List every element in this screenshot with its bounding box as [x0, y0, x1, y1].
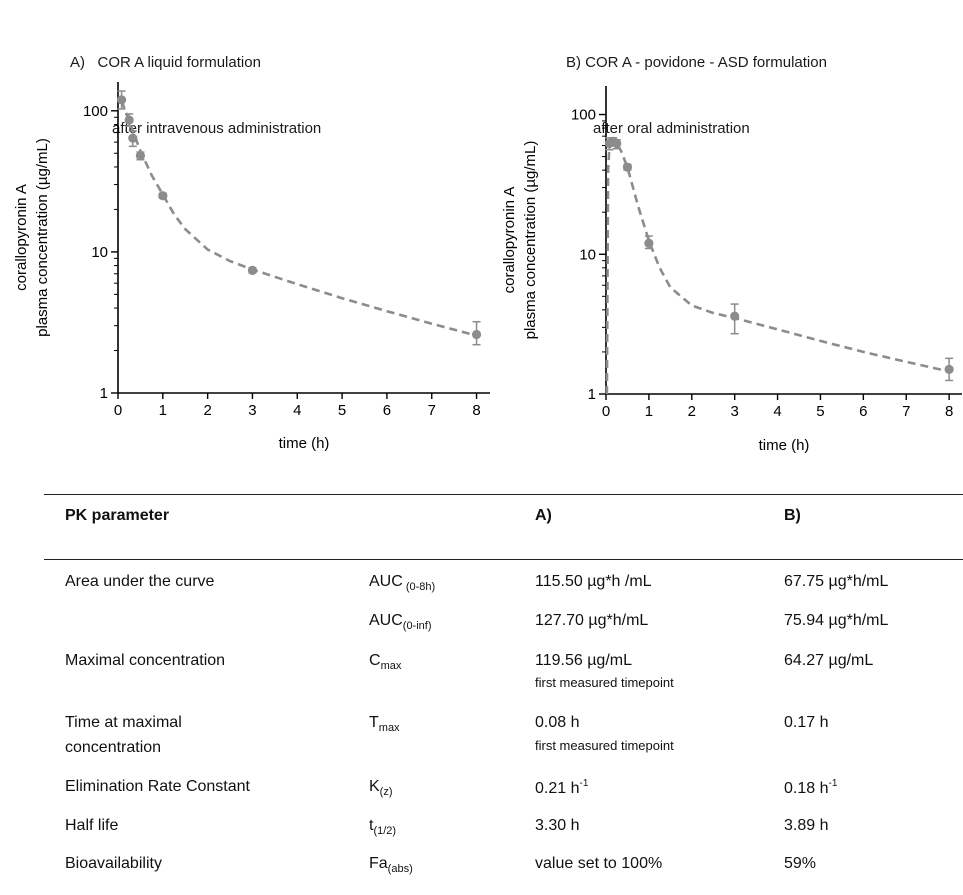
x-tick-label: 6: [383, 402, 391, 419]
x-tick-label: 5: [816, 403, 824, 420]
header-pk-parameter: PK parameter: [65, 507, 170, 524]
row-auc-0-8h-a: 115.50 µg*h /mL: [535, 573, 652, 590]
data-point: [116, 95, 127, 105]
row-kz-a: 0.21 h-1: [535, 778, 589, 797]
row-tmax-symbol: Tmax: [369, 714, 400, 734]
panel-a-title-line1: A) COR A liquid formulation: [70, 54, 261, 71]
row-bioavailability-param: Bioavailability: [65, 855, 162, 872]
x-tick-label: 2: [688, 403, 696, 420]
row-tmax-a: 0.08 h: [535, 714, 580, 731]
data-point: [612, 138, 622, 149]
x-tick-label: 4: [773, 403, 781, 420]
y-axis-label-line2: plasma concentration (µg/mL): [34, 138, 51, 337]
data-point: [128, 133, 138, 143]
fit-curve: [120, 100, 477, 337]
row-tmax-param-line2: concentration: [65, 739, 162, 756]
x-tick-label: 1: [645, 403, 653, 420]
data-point: [471, 329, 482, 340]
data-point: [158, 191, 168, 201]
panel-b-title-line2: after oral administration: [593, 120, 750, 137]
table-top-rule: [44, 494, 963, 495]
x-tick-label: 7: [902, 403, 910, 420]
row-auc-0-8h-b: 67.75 µg*h/mL: [784, 573, 889, 590]
header-b: B): [784, 507, 801, 524]
row-kz-param: Elimination Rate Constant: [65, 778, 250, 795]
row-kz-symbol: K(z): [369, 778, 393, 798]
panel-b-title: B) COR A - povidone - ASD formulation af…: [566, 8, 827, 162]
row-half-life-symbol: t(1/2): [369, 817, 397, 837]
row-cmax-symbol: Cmax: [369, 652, 402, 672]
x-tick-label: 1: [159, 402, 167, 419]
y-tick-label: 100: [83, 103, 108, 120]
row-auc-0-8h-symbol: AUC (0-8h): [369, 573, 436, 593]
row-cmax-a-note: first measured timepoint: [535, 675, 674, 690]
x-tick-label: 0: [602, 403, 610, 420]
row-bioavailability-symbol: Fa(abs): [369, 855, 413, 875]
x-axis-label: time (h): [759, 437, 810, 454]
y-tick-label: 10: [579, 246, 596, 263]
data-point: [644, 238, 654, 248]
row-cmax-a: 119.56 µg/mL: [535, 652, 632, 669]
data-point: [135, 151, 146, 161]
panel-b-title-line1: B) COR A - povidone - ASD formulation: [566, 54, 827, 71]
panel-a-title-line2: after intravenous administration: [112, 120, 322, 137]
y-tick-label: 10: [91, 244, 108, 261]
row-auc-0-inf-symbol: AUC(0-inf): [369, 612, 432, 632]
x-tick-label: 8: [945, 403, 953, 420]
x-axis-label: time (h): [279, 435, 330, 452]
row-cmax-b: 64.27 µg/mL: [784, 652, 874, 669]
row-auc-0-8h-param: Area under the curve: [65, 573, 215, 590]
x-tick-label: 4: [293, 402, 301, 419]
row-auc-0-inf-a: 127.70 µg*h/mL: [535, 612, 649, 629]
row-auc-0-inf-b: 75.94 µg*h/mL: [784, 612, 889, 629]
y-tick-label: 100: [571, 107, 596, 124]
data-point: [124, 115, 134, 125]
y-axis-label-line2: plasma concentration (µg/mL): [522, 141, 539, 340]
x-tick-label: 3: [248, 402, 256, 419]
x-tick-label: 6: [859, 403, 867, 420]
x-tick-label: 3: [731, 403, 739, 420]
row-cmax-param: Maximal concentration: [65, 652, 226, 669]
table-header-rule: [44, 559, 963, 560]
row-bioavailability-b: 59%: [784, 855, 817, 872]
row-tmax-b: 0.17 h: [784, 714, 829, 731]
x-tick-label: 0: [114, 402, 122, 419]
x-tick-label: 8: [472, 402, 480, 419]
row-kz-b: 0.18 h-1: [784, 778, 838, 797]
header-a: A): [535, 507, 552, 524]
row-half-life-a: 3.30 h: [535, 817, 580, 834]
row-bioavailability-a: value set to 100%: [535, 855, 663, 872]
data-point: [730, 311, 740, 321]
y-axis-label-line1: corallopyronin A: [13, 184, 30, 291]
data-point: [944, 364, 954, 374]
x-tick-label: 7: [428, 402, 436, 419]
y-tick-label: 1: [100, 385, 108, 402]
x-tick-label: 5: [338, 402, 346, 419]
row-half-life-b: 3.89 h: [784, 817, 829, 834]
y-tick-label: 1: [588, 386, 596, 403]
row-tmax-param-line1: Time at maximal: [65, 714, 182, 731]
row-tmax-a-note: first measured timepoint: [535, 738, 674, 753]
data-point: [247, 265, 258, 275]
fit-curve: [605, 140, 950, 395]
row-half-life-param: Half life: [65, 817, 119, 834]
y-axis-label-line1: corallopyronin A: [501, 187, 518, 294]
data-point: [622, 162, 633, 172]
panel-a-title: A) COR A liquid formulation after intrav…: [70, 8, 321, 162]
x-tick-label: 2: [203, 402, 211, 419]
